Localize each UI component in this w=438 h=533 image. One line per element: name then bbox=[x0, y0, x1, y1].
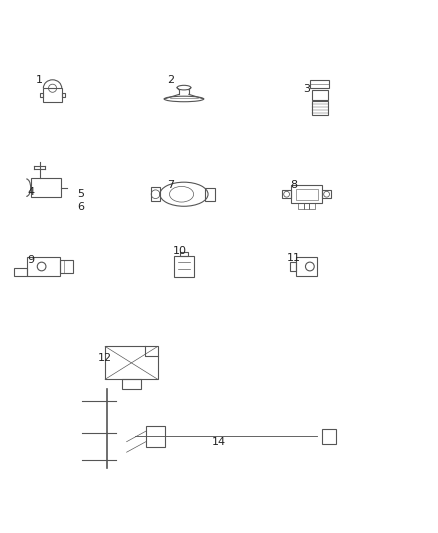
Bar bbox=[312, 90, 328, 100]
Bar bbox=[290, 262, 296, 271]
Text: 11: 11 bbox=[286, 253, 300, 263]
Bar bbox=[151, 187, 160, 201]
Bar bbox=[62, 93, 65, 98]
Bar bbox=[321, 429, 336, 445]
Bar bbox=[304, 203, 310, 209]
Text: 3: 3 bbox=[303, 84, 310, 94]
Text: 6: 6 bbox=[78, 203, 85, 212]
Text: 7: 7 bbox=[167, 181, 174, 190]
Bar bbox=[60, 261, 73, 272]
Bar bbox=[298, 203, 304, 209]
Bar bbox=[122, 379, 141, 389]
Text: 5: 5 bbox=[78, 189, 85, 199]
Bar bbox=[180, 252, 187, 256]
Text: 4: 4 bbox=[27, 187, 34, 197]
Bar bbox=[174, 256, 194, 277]
Bar bbox=[291, 185, 322, 203]
Bar bbox=[43, 88, 62, 102]
Text: 12: 12 bbox=[98, 353, 112, 364]
Bar bbox=[282, 190, 291, 198]
Text: 10: 10 bbox=[173, 246, 187, 256]
Bar bbox=[40, 93, 43, 98]
Text: 8: 8 bbox=[290, 181, 297, 190]
Bar bbox=[27, 257, 60, 276]
Bar bbox=[296, 257, 318, 276]
Text: 14: 14 bbox=[212, 437, 226, 447]
Text: 9: 9 bbox=[27, 255, 34, 265]
Bar bbox=[105, 346, 158, 379]
Bar bbox=[310, 80, 329, 88]
Bar bbox=[322, 190, 331, 198]
Bar bbox=[312, 101, 328, 115]
Text: 2: 2 bbox=[167, 75, 174, 85]
Bar bbox=[14, 268, 27, 276]
Text: 1: 1 bbox=[36, 75, 43, 85]
Bar bbox=[205, 188, 215, 201]
Bar bbox=[310, 203, 315, 209]
Bar bbox=[146, 426, 165, 447]
Bar bbox=[31, 178, 61, 197]
Bar bbox=[296, 189, 318, 200]
